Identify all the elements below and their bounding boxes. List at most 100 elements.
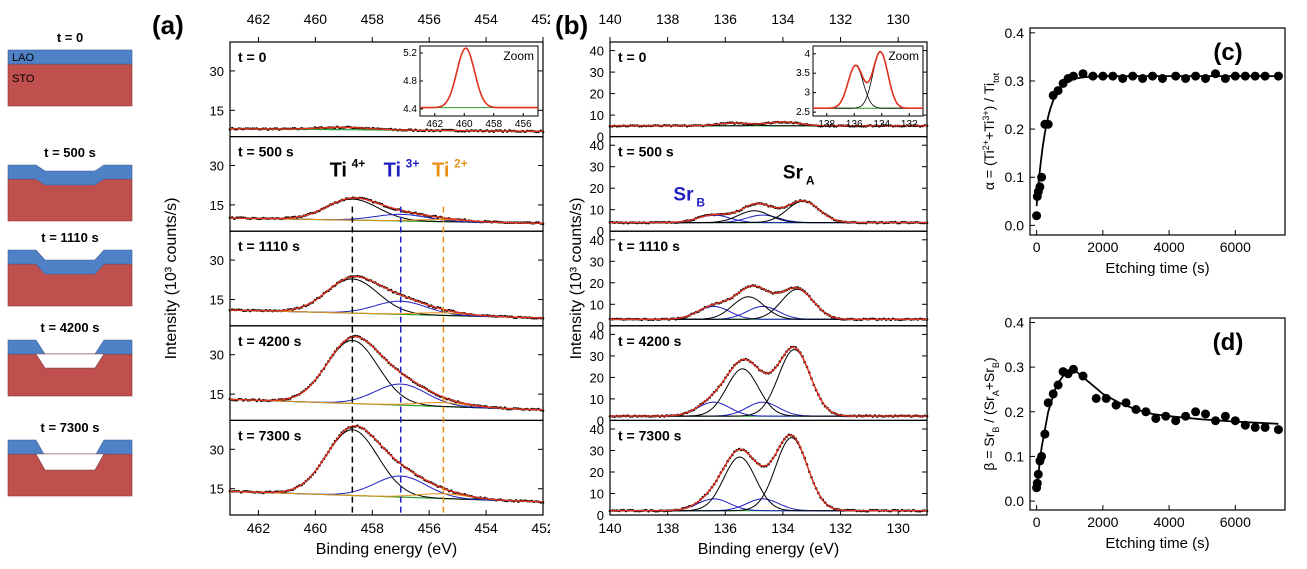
- y-tick-label: 30: [210, 253, 224, 268]
- data-point: [1230, 71, 1240, 81]
- bottom-x-tick-label: 454: [474, 520, 498, 536]
- fit-component-ti3plus: [229, 475, 544, 503]
- envelope-fit-line: [610, 121, 927, 127]
- y-tick-label: 15: [210, 198, 224, 213]
- data-point: [1040, 429, 1050, 439]
- y-tick-label: 20: [590, 181, 604, 196]
- envelope-fit-line: [610, 199, 927, 224]
- data-point: [1111, 400, 1121, 410]
- y-axis-label-part: ): [981, 357, 997, 362]
- data-point: [1240, 71, 1250, 81]
- bottom-x-tick-label: 452: [531, 520, 550, 536]
- data-point: [1171, 416, 1181, 426]
- schematic-time-label: t = 0: [57, 30, 83, 45]
- plot-frame: [1029, 27, 1286, 236]
- sample-etching-schematic: t = 0 LAO STO t = 500 s t = 1110 s t = 4200 s…: [7, 30, 133, 497]
- ti-2p-xps-spectra-panel: (a) 462 462 460 460 458 458 456 456 454 454 452 452 B…: [152, 10, 550, 558]
- data-point: [1158, 74, 1167, 83]
- inset-y-tick-label: 4.4: [403, 104, 417, 115]
- y-axis-label-part: α = (Ti: [981, 150, 997, 190]
- data-point: [1273, 71, 1283, 81]
- fit-component-srb-2: [610, 306, 927, 320]
- top-x-tick-label: 130: [887, 11, 911, 27]
- y-tick-label: 0: [597, 130, 604, 145]
- x-tick-label: 2000: [1087, 514, 1118, 530]
- data-point: [1032, 478, 1042, 488]
- data-point: [1053, 380, 1063, 390]
- y-tick-label: 0.4: [1005, 314, 1025, 330]
- subpanel-time-label: t = 7300 s: [238, 427, 302, 443]
- inset-x-tick-label: 134: [873, 119, 890, 130]
- subpanel-time-label: t = 1110 s: [238, 238, 300, 254]
- schematic-time-label: t = 4200 s: [41, 320, 100, 335]
- panel-label: (a): [152, 10, 184, 40]
- data-point: [1121, 398, 1131, 408]
- y-axis-label-part: A: [991, 390, 1001, 396]
- bottom-x-tick-label: 460: [304, 520, 328, 536]
- y-tick-label: 30: [210, 64, 224, 79]
- y-tick-label: 20: [590, 276, 604, 291]
- x-tick-label: 2000: [1087, 239, 1118, 255]
- y-tick-label: 30: [590, 349, 604, 364]
- sto-substrate: [7, 63, 133, 107]
- data-point: [1033, 469, 1043, 479]
- x-tick-label: 0: [1033, 239, 1041, 255]
- data-point: [1273, 425, 1283, 435]
- y-axis-label-part: +Sr: [981, 368, 997, 391]
- inset-y-tick-label: 5.2: [403, 48, 417, 59]
- y-tick-label: 20: [590, 370, 604, 385]
- schematic-time-label: t = 7300 s: [41, 420, 100, 435]
- y-tick-label: 30: [210, 442, 224, 457]
- data-point: [1220, 74, 1230, 83]
- y-axis-label-part: β = Sr: [981, 432, 997, 470]
- y-tick-label: 10: [590, 487, 604, 502]
- y-tick-label: 30: [210, 159, 224, 174]
- y-tick-label: 0.1: [1005, 448, 1025, 464]
- data-point: [1211, 69, 1220, 79]
- y-tick-label: 0.2: [1005, 121, 1025, 137]
- fit-component-sra-1: [610, 368, 927, 417]
- data-point: [1088, 71, 1098, 81]
- ti3-peak-label: Ti: [384, 160, 401, 182]
- ti2-peak-label-superscript: 2+: [454, 157, 468, 171]
- y-tick-label: 10: [590, 392, 604, 407]
- inset-x-tick-label: 458: [485, 119, 502, 130]
- subpanel-time-label: t = 0: [618, 49, 647, 65]
- schematic-time-label: t = 500 s: [44, 145, 96, 160]
- bottom-x-tick-label: 132: [829, 520, 853, 536]
- subpanel-frame: [609, 419, 928, 516]
- subpanel-time-label: t = 4200 s: [238, 333, 302, 349]
- sra-peak-label: Sr: [783, 163, 804, 184]
- data-point: [1128, 71, 1138, 81]
- sto-label: STO: [12, 73, 35, 85]
- etched-crater: [35, 353, 105, 369]
- srb-peak-label: Sr: [673, 185, 694, 206]
- envelope-fit-line: [610, 346, 927, 417]
- x-axis-label: Etching time (s): [1105, 535, 1209, 552]
- plot-frame: [1029, 317, 1286, 511]
- y-tick-label: 30: [590, 254, 604, 269]
- lao-label: LAO: [12, 52, 34, 64]
- inset-y-tick-label: 4: [804, 49, 810, 60]
- x-axis-label: Etching time (s): [1105, 260, 1209, 277]
- subpanel-time-label: t = 500 s: [238, 144, 294, 160]
- y-axis-label-part: tot: [991, 72, 1001, 83]
- lao-layer: [7, 249, 133, 275]
- data-point: [1230, 416, 1240, 426]
- zoom-inset-frame: [419, 45, 539, 117]
- inset-y-tick-label: 4.8: [403, 76, 417, 87]
- data-point: [1191, 71, 1201, 81]
- etched-crater: [35, 453, 105, 471]
- top-x-tick-label: 462: [247, 11, 271, 27]
- y-axis-label: β = SrB / (SrA+SrB): [981, 357, 1001, 470]
- fit-component-sra-2: [610, 200, 927, 224]
- x-tick-label: 0: [1033, 514, 1041, 530]
- envelope-fit-line: [610, 434, 927, 512]
- top-x-tick-label: 140: [598, 11, 622, 27]
- ti4-peak-label-superscript: 4+: [352, 157, 366, 171]
- data-point: [1151, 414, 1161, 423]
- envelope-fit-line: [229, 335, 544, 411]
- bottom-x-tick-label: 140: [598, 520, 622, 536]
- data-point: [1037, 451, 1047, 461]
- data-point: [1250, 71, 1260, 81]
